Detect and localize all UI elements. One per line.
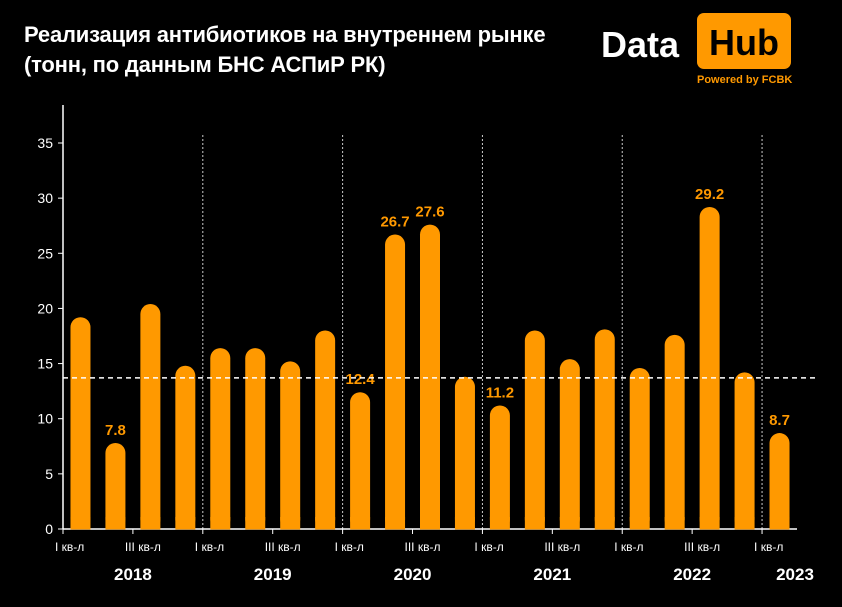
year-label: 2018 <box>114 565 152 584</box>
bar-base <box>175 517 196 530</box>
bar-base <box>210 517 231 530</box>
bar <box>70 317 91 530</box>
bar-base <box>629 517 650 530</box>
bar <box>559 359 580 530</box>
bar-data-label: 11.2 <box>486 384 514 401</box>
quarter-tick-label: III кв-л <box>265 540 301 554</box>
y-tick-label: 5 <box>45 466 53 482</box>
bar <box>489 405 510 530</box>
bar-data-label: 8.7 <box>769 412 790 429</box>
year-label: 2023 <box>776 565 814 584</box>
bar <box>175 365 196 530</box>
bar-base <box>385 517 406 530</box>
logo-subtitle: Powered by FCBK <box>697 74 793 86</box>
bar-base <box>315 517 336 530</box>
y-tick-label: 10 <box>37 411 53 427</box>
bar-base <box>734 517 755 530</box>
quarter-tick-label: III кв-л <box>405 540 441 554</box>
bar <box>629 367 650 530</box>
bar <box>280 361 301 530</box>
bar-data-label: 29.2 <box>695 186 724 203</box>
year-label: 2020 <box>394 565 432 584</box>
bar-data-label: 27.6 <box>415 204 444 221</box>
y-tick-label: 0 <box>45 521 53 537</box>
bar <box>105 442 126 530</box>
bar-base <box>769 517 790 530</box>
chart-title-line-2: (тонн, по данным БНС АСПиР РК) <box>24 52 386 77</box>
quarter-tick-label: I кв-л <box>195 540 224 554</box>
quarter-tick-label: I кв-л <box>335 540 364 554</box>
bar-base <box>105 517 126 530</box>
bar <box>210 348 231 530</box>
chart-title: Реализация антибиотиков на внутреннем ры… <box>24 20 546 80</box>
bar <box>315 330 336 530</box>
quarter-tick-label: III кв-л <box>684 540 720 554</box>
year-label: 2021 <box>533 565 571 584</box>
y-tick-label: 15 <box>37 356 53 372</box>
bar <box>664 334 685 530</box>
bar-data-label: 12.4 <box>345 371 375 388</box>
bar <box>420 224 440 530</box>
y-tick-label: 35 <box>37 135 53 151</box>
year-label: 2019 <box>254 565 292 584</box>
quarter-tick-label: I кв-л <box>474 540 503 554</box>
y-tick-label: 20 <box>37 300 53 316</box>
year-label: 2022 <box>673 565 711 584</box>
quarter-tick-label: III кв-л <box>544 540 580 554</box>
bar-base <box>664 517 685 530</box>
bar <box>245 348 266 530</box>
y-tick-label: 30 <box>37 190 53 206</box>
bar-base <box>70 517 91 530</box>
chart-title-line-1: Реализация антибиотиков на внутреннем ры… <box>24 22 546 47</box>
bar <box>350 392 371 530</box>
bar-base <box>420 517 440 530</box>
bar-base <box>489 517 510 530</box>
bar-data-label: 26.7 <box>380 214 409 231</box>
quarter-tick-label: I кв-л <box>55 540 84 554</box>
bar-base <box>524 517 545 530</box>
bar-base <box>559 517 580 530</box>
quarter-tick-label: I кв-л <box>754 540 783 554</box>
bar-base <box>245 517 266 530</box>
bar-base <box>350 517 371 530</box>
logo-data-text: Data <box>601 24 680 65</box>
bar <box>769 433 790 530</box>
bar <box>594 329 615 530</box>
bar <box>699 206 720 530</box>
bar-base <box>594 517 615 530</box>
bar-data-label: 7.8 <box>105 422 126 439</box>
bar <box>524 330 545 530</box>
logo-hub-box: Hub <box>697 13 791 69</box>
bar <box>140 304 161 530</box>
bar <box>734 372 755 530</box>
bar-base <box>699 517 720 530</box>
datahub-logo: Data Hub Powered by FCBK <box>600 13 800 89</box>
bar-base <box>280 517 301 530</box>
bar <box>385 234 406 530</box>
logo-hub-text: Hub <box>709 22 779 63</box>
y-tick-label: 25 <box>37 245 53 261</box>
quarter-tick-label: I кв-л <box>614 540 643 554</box>
quarter-tick-label: III кв-л <box>125 540 161 554</box>
bar <box>454 376 475 530</box>
bar-base <box>454 517 475 530</box>
bar-base <box>140 517 161 530</box>
